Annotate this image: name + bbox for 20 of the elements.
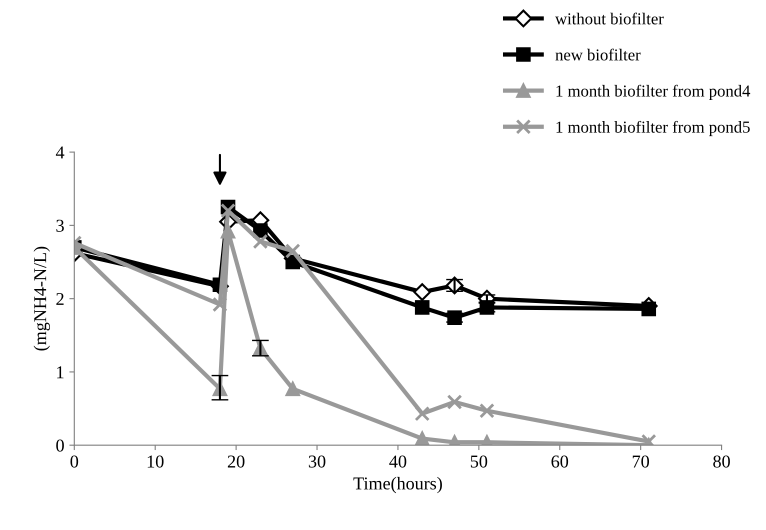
legend-label: new biofilter [555, 48, 641, 61]
y-tick-label: 1 [57, 366, 64, 378]
x-tick-label: 70 [632, 455, 650, 468]
x-tick-label: 40 [389, 455, 406, 468]
x-tick-label: 0 [70, 455, 78, 468]
x-tick-label: 10 [148, 455, 164, 468]
x-tick-label: 80 [713, 455, 730, 468]
legend-label: 1 month biofilter from pond5 [556, 120, 750, 136]
legend-label: 1 month biofilter from pond4 [556, 84, 750, 100]
legend-label: without biofilter [555, 12, 664, 24]
y-tick-label: 4 [56, 146, 64, 158]
x-axis-title: Time(hours) [353, 476, 442, 494]
x-tick-label: 60 [552, 455, 568, 468]
x-tick-label: 20 [228, 455, 244, 468]
y-tick-label: 2 [56, 292, 64, 305]
y-axis-title: (mgNH4-N/L) [34, 246, 50, 351]
x-tick-label: 50 [470, 455, 488, 468]
y-tick-label: 3 [56, 220, 64, 232]
y-tick-label: 0 [56, 439, 64, 452]
x-tick-label: 30 [308, 455, 326, 468]
